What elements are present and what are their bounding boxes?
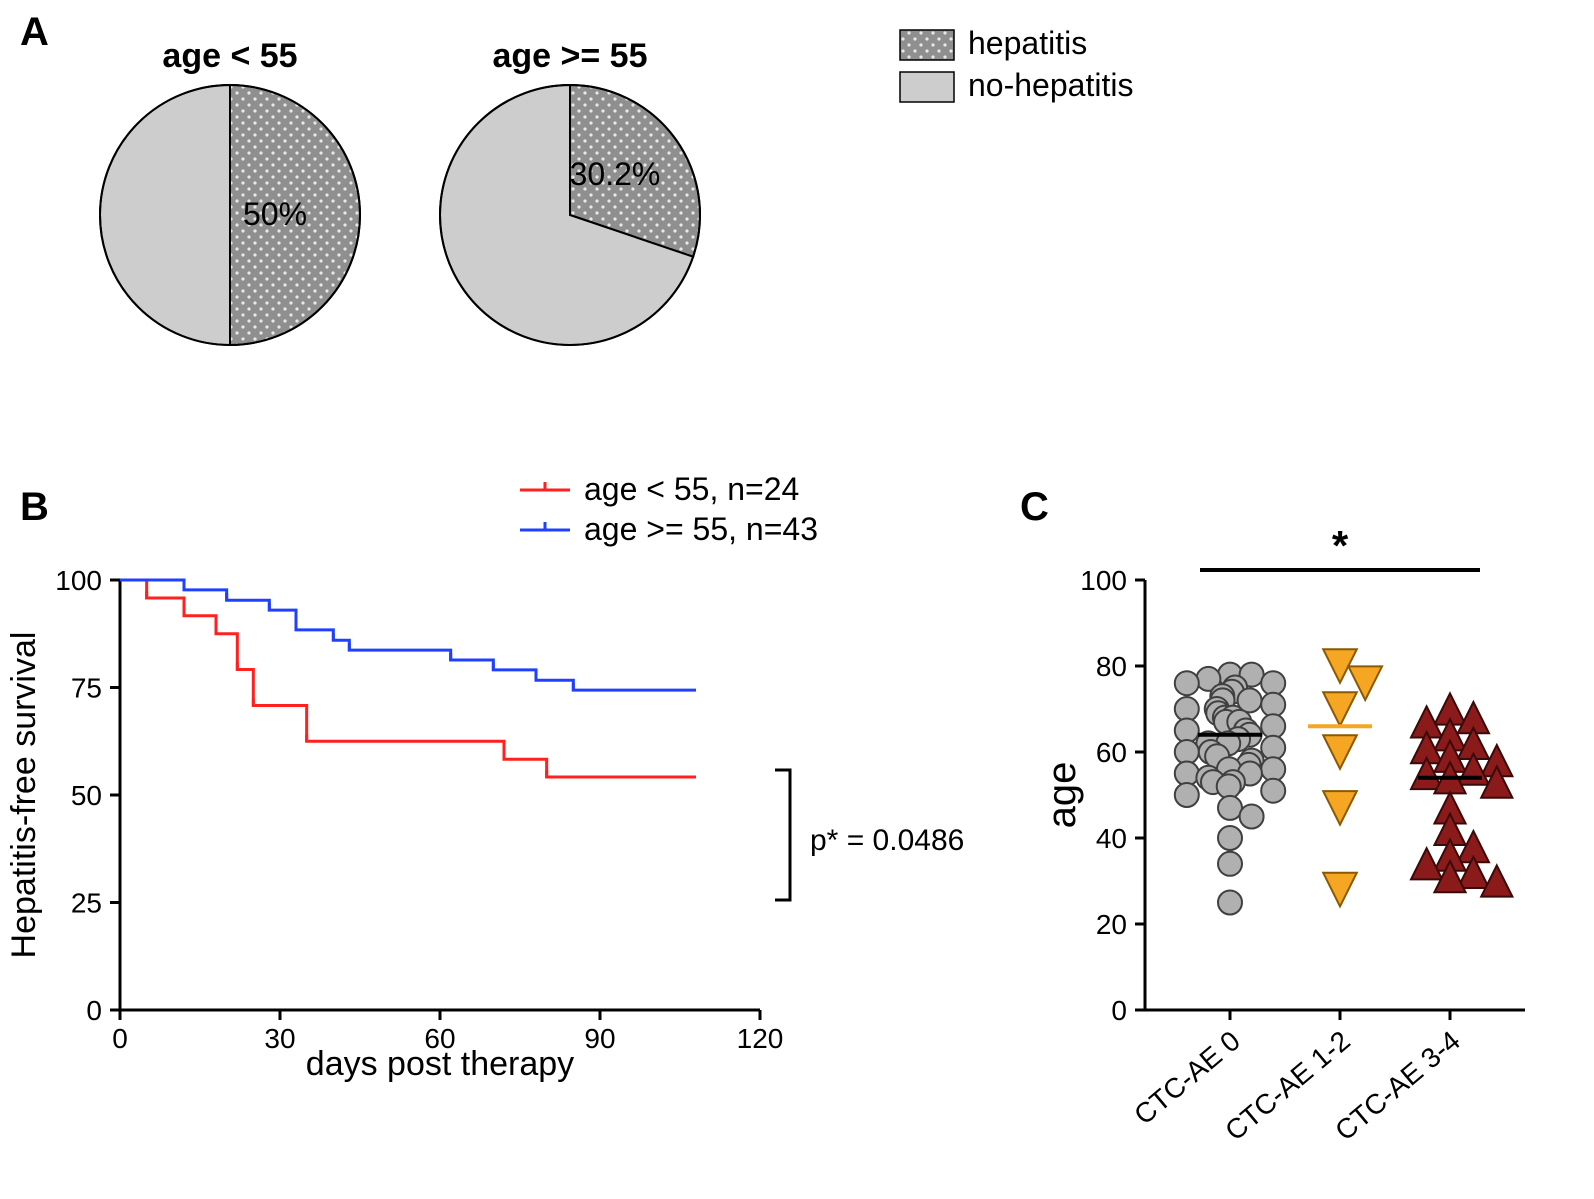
panel-a-label: A [20,10,49,54]
legend-swatch [900,72,954,102]
sig-star: * [1332,522,1349,569]
x-tick-label: 0 [112,1023,128,1054]
pie-slice-label: 50% [243,196,307,232]
scatter-point [1323,873,1357,907]
y-tick-label: 0 [86,995,102,1026]
y-axis-label: age [1040,762,1084,829]
x-axis-label: days post therapy [306,1045,574,1083]
pie-slice-label: 30.2% [570,156,661,192]
scatter-point [1261,714,1285,738]
scatter-point [1175,762,1199,786]
scatter-point [1261,671,1285,695]
panel-b-label: B [20,485,49,529]
scatter-point [1218,826,1242,850]
scatter-point [1175,740,1199,764]
legend-swatch [900,30,954,60]
scatter-point [1323,692,1357,726]
scatter-point [1175,671,1199,695]
x-tick-label: 90 [584,1023,615,1054]
y-tick-label: 0 [1111,995,1127,1026]
legend-label: hepatitis [968,25,1087,61]
km-curve-1 [120,580,696,690]
scatter-point [1217,774,1241,798]
scatter-point [1175,719,1199,743]
scatter-point [1218,852,1242,876]
y-tick-label: 25 [71,888,102,919]
scatter-point [1261,736,1285,760]
legend-label: no-hepatitis [968,67,1133,103]
pie-title-1: age >= 55 [492,37,647,75]
y-tick-label: 50 [71,780,102,811]
scatter-point [1175,697,1199,721]
scatter-point [1261,757,1285,781]
panel-c-label: C [1020,485,1049,529]
km-curve-0 [120,580,696,777]
y-tick-label: 40 [1096,823,1127,854]
y-tick-label: 60 [1096,737,1127,768]
p-bracket [775,770,790,900]
scatter-point [1175,783,1199,807]
pie-slice [100,85,230,345]
scatter-point [1261,693,1285,717]
p-value: p* = 0.0486 [810,824,964,857]
y-tick-label: 20 [1096,909,1127,940]
y-tick-label: 80 [1096,651,1127,682]
scatter-point [1240,805,1264,829]
legend-label: age < 55, n=24 [584,471,799,507]
y-tick-label: 100 [1080,565,1127,596]
scatter-point [1323,735,1357,769]
scatter-point [1218,891,1242,915]
legend-label: age >= 55, n=43 [584,511,818,547]
y-tick-label: 75 [71,673,102,704]
scatter-point [1218,796,1242,820]
pie-title-0: age < 55 [162,37,297,75]
y-axis-label: Hepatitis-free survival [5,632,43,959]
x-tick-label: 30 [264,1023,295,1054]
scatter-point [1323,791,1357,825]
y-tick-label: 100 [55,565,102,596]
scatter-point [1261,779,1285,803]
x-tick-label: 120 [737,1023,784,1054]
